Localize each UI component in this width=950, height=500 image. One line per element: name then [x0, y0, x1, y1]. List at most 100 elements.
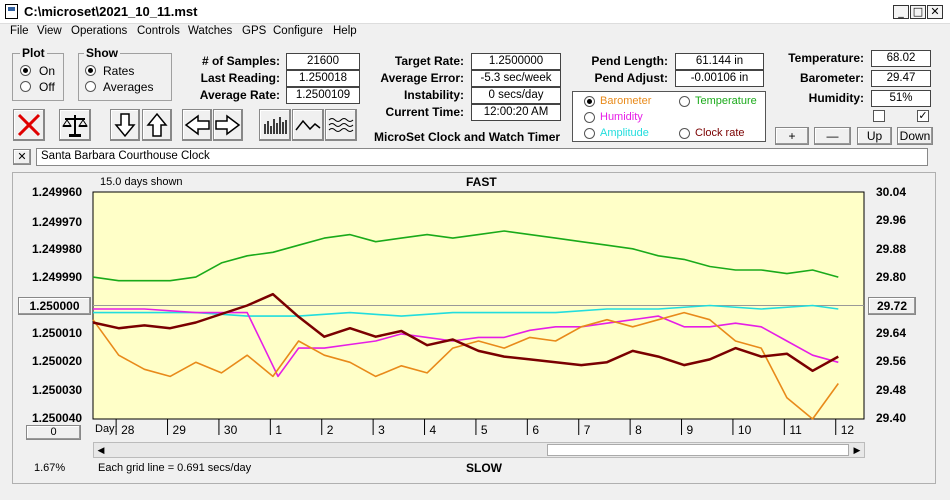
y-left-tick: 1.249970	[32, 215, 83, 229]
clock-rate-radio-label: Clock rate	[695, 127, 745, 139]
humidity-radio-label: Humidity	[600, 111, 643, 123]
x-tick-label: 11	[789, 423, 802, 437]
smooth-view-button[interactable]	[325, 109, 357, 141]
menu-controls[interactable]: Controls	[137, 25, 180, 37]
line-view-button[interactable]	[292, 109, 324, 141]
menu-help[interactable]: Help	[333, 25, 357, 37]
average-rate-value: 1.2500109	[286, 87, 360, 104]
x-tick-label: 10	[737, 423, 752, 437]
maximize-icon[interactable]: □	[910, 5, 926, 19]
instability-value: 0 secs/day	[471, 87, 561, 104]
y-right-tick: 30.04	[876, 185, 907, 199]
plus-button[interactable]: +	[775, 127, 809, 145]
arrow-left-icon	[184, 114, 210, 136]
y-left-tick: 1.250020	[32, 354, 83, 368]
x-icon: ✕	[17, 151, 27, 163]
plot-on-radio[interactable]	[20, 65, 31, 76]
arrow-down-button[interactable]	[110, 109, 140, 141]
current-time-label: Current Time:	[385, 105, 464, 119]
average-error-value: -5.3 sec/week	[471, 70, 561, 87]
menu-operations[interactable]: Operations	[71, 25, 128, 37]
series-select-box	[572, 91, 766, 142]
temperature-radio[interactable]	[679, 96, 690, 107]
app-icon	[5, 4, 18, 19]
current-time-value: 12:00:20 AM	[471, 104, 561, 121]
series-line-humidity	[93, 308, 839, 378]
x-axis-label: Day:	[95, 423, 118, 435]
menu-view[interactable]: View	[37, 25, 62, 37]
close-clock-button[interactable]: ✕	[13, 149, 31, 165]
scroll-left-icon[interactable]: ◀	[97, 445, 105, 455]
scale-icon	[62, 115, 88, 137]
title-bar: C:\microset\2021_10_11.mst _ □ ✕	[0, 0, 950, 24]
humidity-radio[interactable]	[584, 112, 595, 123]
bar-view-button[interactable]	[259, 109, 291, 141]
show-group-title: Show	[84, 46, 120, 60]
menu-file[interactable]: File	[10, 25, 29, 37]
menu-gps[interactable]: GPS	[242, 25, 267, 37]
clock-rate-radio[interactable]	[679, 128, 690, 139]
last-reading-value: 1.250018	[286, 70, 360, 87]
x-tick-label: 6	[532, 423, 540, 437]
show-averages-radio[interactable]	[85, 81, 96, 92]
grid-lines	[93, 305, 864, 435]
up-button[interactable]: Up	[857, 127, 892, 145]
plot-group-title: Plot	[20, 46, 47, 60]
temperature-label: Temperature:	[788, 51, 864, 65]
down-button[interactable]: Down	[897, 127, 933, 145]
barometer-value: 29.47	[871, 70, 931, 87]
y-right-reference-button[interactable]: 29.72	[868, 297, 916, 315]
scroll-thumb[interactable]	[547, 444, 849, 456]
last-reading-label: Last Reading:	[200, 71, 280, 85]
chart-title: FAST	[466, 175, 497, 189]
menu-watches[interactable]: Watches	[188, 25, 233, 37]
barometer-radio[interactable]	[584, 96, 595, 107]
multi-wave-icon	[328, 118, 354, 132]
x-tick-label: 4	[429, 423, 437, 437]
days-shown-label: 15.0 days shown	[100, 176, 183, 188]
line-wave-icon	[295, 119, 321, 131]
stop-button[interactable]	[13, 109, 45, 141]
show-rates-label: Rates	[103, 64, 135, 78]
y-left-tick: 1.250040	[32, 411, 83, 425]
balance-button[interactable]	[59, 109, 91, 141]
arrow-up-button[interactable]	[142, 109, 172, 141]
amplitude-radio[interactable]	[584, 128, 595, 139]
app-caption: MicroSet Clock and Watch Timer	[374, 130, 561, 144]
target-rate-value[interactable]: 1.2500000	[471, 53, 561, 70]
target-rate-label: Target Rate:	[394, 54, 464, 68]
x-tick-label: 29	[172, 423, 186, 437]
y-left-reference-button[interactable]: 1.250000	[18, 297, 91, 315]
y-left-tick: 1.249990	[32, 270, 83, 284]
samples-value: 21600	[286, 53, 360, 70]
menu-configure[interactable]: Configure	[273, 25, 323, 37]
humidity-label: Humidity:	[808, 91, 864, 105]
x-tick-label: 5	[480, 423, 488, 437]
scroll-right-icon[interactable]: ▶	[853, 445, 861, 455]
clock-name-input[interactable]: Santa Barbara Courthouse Clock	[36, 148, 928, 166]
series-lines	[92, 230, 839, 420]
minus-button[interactable]: —	[814, 127, 851, 145]
horizontal-scrollbar[interactable]: ◀ ▶	[93, 442, 865, 458]
x-tick-label: 3	[378, 423, 385, 437]
arrow-right-button[interactable]	[213, 109, 243, 141]
minimize-icon[interactable]: _	[893, 5, 909, 19]
arrow-down-icon	[114, 113, 136, 138]
left-checkbox[interactable]	[873, 110, 885, 122]
y-right-tick: 29.40	[876, 411, 907, 425]
bottom-left-button[interactable]: 0	[26, 425, 81, 440]
arrow-left-button[interactable]	[182, 109, 212, 141]
y-right-tick: 29.48	[876, 383, 907, 397]
chart-frame	[12, 172, 936, 484]
plot-off-radio[interactable]	[20, 81, 31, 92]
red-x-icon	[17, 113, 41, 137]
close-icon[interactable]: ✕	[927, 5, 943, 19]
bar-chart-icon	[264, 117, 287, 134]
right-checkbox[interactable]: ✓	[917, 110, 929, 122]
show-rates-radio[interactable]	[85, 65, 96, 76]
x-tick-label: 12	[840, 423, 855, 437]
zoom-level: 1.67%	[34, 462, 66, 474]
y-left-tick: 1.249980	[32, 242, 83, 256]
amplitude-radio-label: Amplitude	[600, 127, 649, 139]
